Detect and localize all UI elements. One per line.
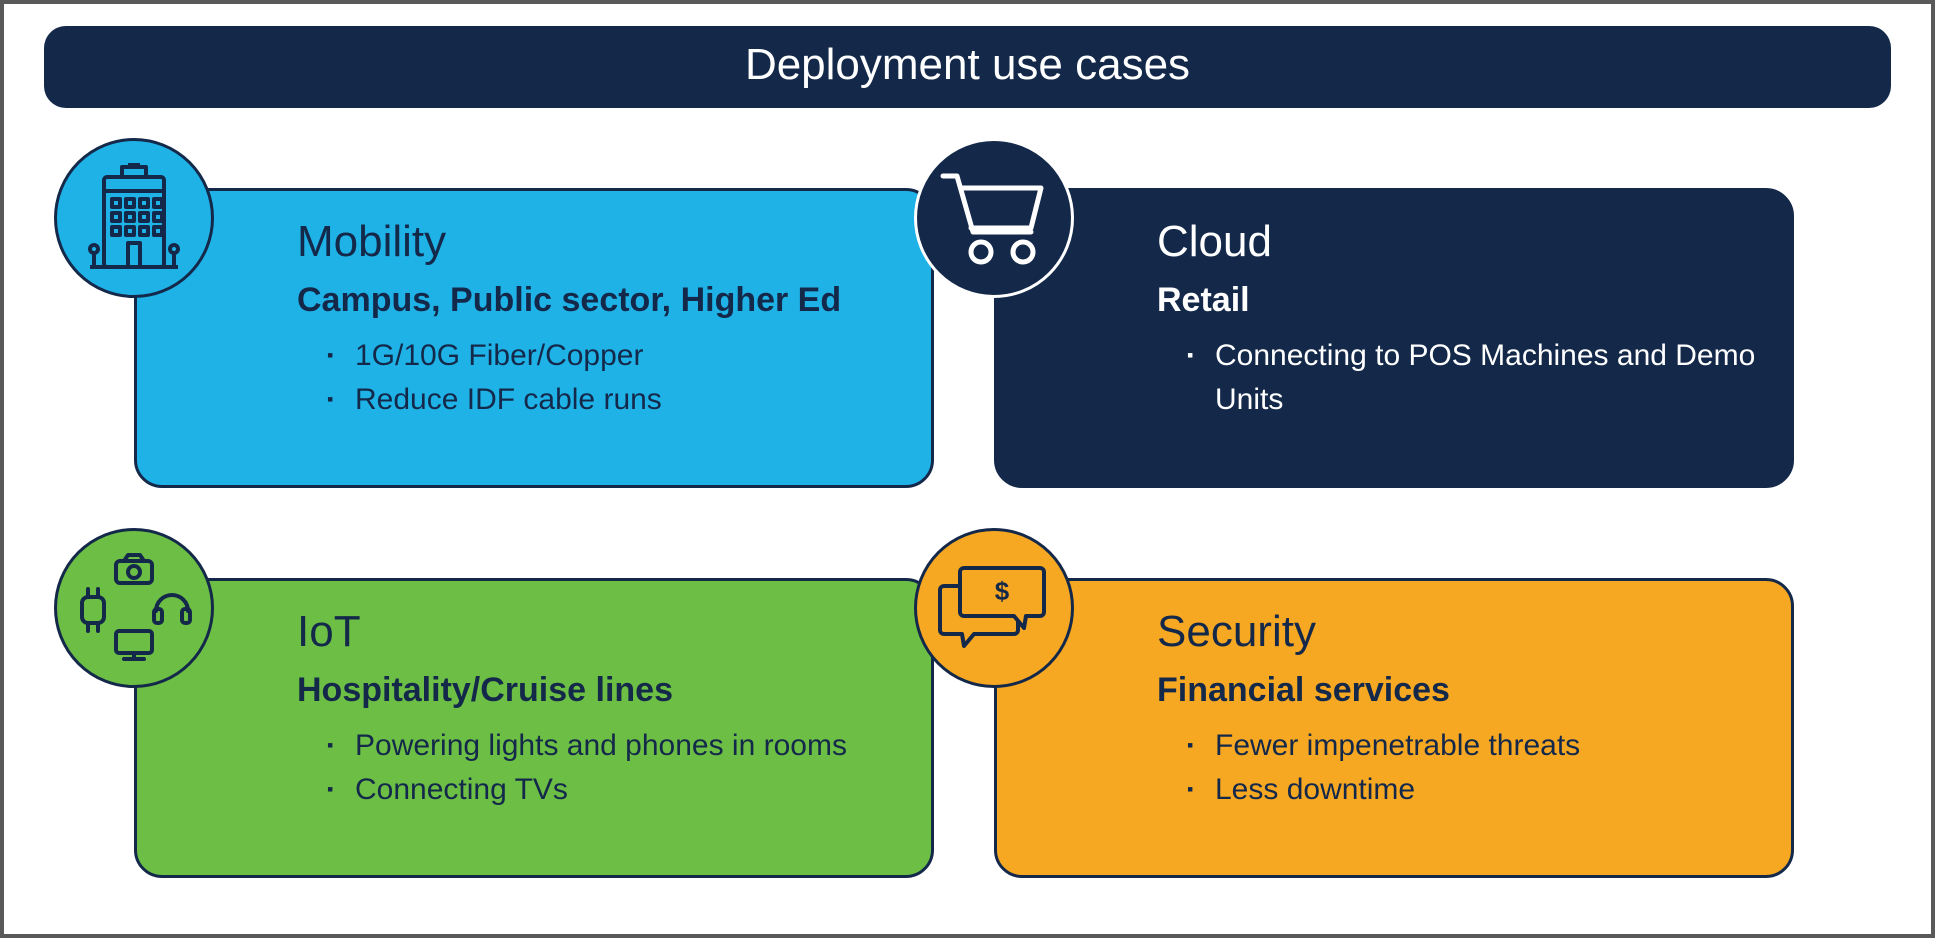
card-subheading: Campus, Public sector, Higher Ed bbox=[297, 281, 901, 320]
cart-icon bbox=[939, 168, 1049, 268]
bullet: Fewer impenetrable threats bbox=[1187, 724, 1761, 768]
bullet: Connecting to POS Machines and Demo Unit… bbox=[1187, 334, 1761, 421]
page-title: Deployment use cases bbox=[745, 40, 1190, 89]
money-chat-icon: $ bbox=[934, 558, 1054, 658]
svg-text:$: $ bbox=[995, 576, 1010, 606]
card-cloud: Cloud Retail Connecting to POS Machines … bbox=[994, 188, 1794, 488]
card-bullets: Powering lights and phones in rooms Conn… bbox=[297, 724, 901, 811]
icon-circle-security: $ bbox=[914, 528, 1074, 688]
card-mobility: Mobility Campus, Public sector, Higher E… bbox=[134, 188, 934, 488]
icon-circle-iot bbox=[54, 528, 214, 688]
cards-grid: Mobility Campus, Public sector, Higher E… bbox=[34, 158, 1901, 918]
card-bullets: 1G/10G Fiber/Copper Reduce IDF cable run… bbox=[297, 334, 901, 421]
building-icon bbox=[84, 163, 184, 273]
bullet: Less downtime bbox=[1187, 768, 1761, 812]
card-security: Security Financial services Fewer impene… bbox=[994, 578, 1794, 878]
infographic-frame: Deployment use cases Mobility Campus, Pu… bbox=[0, 0, 1935, 938]
bullet: 1G/10G Fiber/Copper bbox=[327, 334, 901, 378]
bullet: Reduce IDF cable runs bbox=[327, 378, 901, 422]
card-iot: IoT Hospitality/Cruise lines Powering li… bbox=[134, 578, 934, 878]
card-subheading: Retail bbox=[1157, 281, 1761, 320]
card-heading: IoT bbox=[297, 607, 901, 657]
card-subheading: Financial services bbox=[1157, 671, 1761, 710]
title-bar: Deployment use cases bbox=[44, 26, 1891, 108]
icon-circle-cloud bbox=[914, 138, 1074, 298]
card-bullets: Fewer impenetrable threats Less downtime bbox=[1157, 724, 1761, 811]
card-subheading: Hospitality/Cruise lines bbox=[297, 671, 901, 710]
card-heading: Security bbox=[1157, 607, 1761, 657]
bullet: Powering lights and phones in rooms bbox=[327, 724, 901, 768]
icon-circle-mobility bbox=[54, 138, 214, 298]
card-heading: Mobility bbox=[297, 217, 901, 267]
devices-icon bbox=[74, 553, 194, 663]
card-bullets: Connecting to POS Machines and Demo Unit… bbox=[1157, 334, 1761, 421]
card-heading: Cloud bbox=[1157, 217, 1761, 267]
bullet: Connecting TVs bbox=[327, 768, 901, 812]
